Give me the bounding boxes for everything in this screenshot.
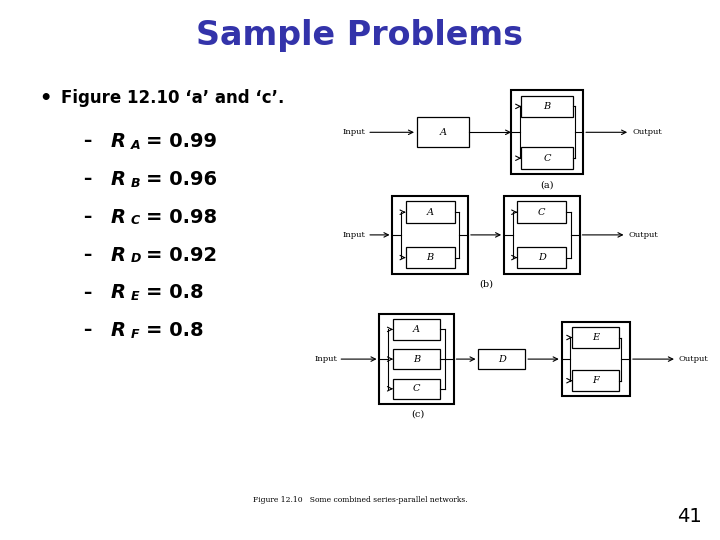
Text: F: F <box>593 376 599 385</box>
Text: –: – <box>83 208 91 226</box>
FancyBboxPatch shape <box>393 379 440 399</box>
Text: C: C <box>544 154 551 163</box>
Text: (a): (a) <box>541 181 554 190</box>
Text: Figure 12.10 ‘a’ and ‘c’.: Figure 12.10 ‘a’ and ‘c’. <box>61 89 284 107</box>
Text: R: R <box>110 284 125 302</box>
FancyBboxPatch shape <box>562 322 630 396</box>
Text: D: D <box>538 253 546 262</box>
Text: E: E <box>131 290 140 303</box>
Text: F: F <box>131 328 140 341</box>
Text: 41: 41 <box>678 508 702 526</box>
Text: = 0.99: = 0.99 <box>146 132 217 151</box>
Text: A: A <box>413 325 420 334</box>
Text: –: – <box>83 284 91 301</box>
FancyBboxPatch shape <box>517 201 566 223</box>
FancyBboxPatch shape <box>521 96 573 117</box>
Text: B: B <box>131 177 140 190</box>
FancyBboxPatch shape <box>511 90 583 174</box>
Text: Output: Output <box>629 231 658 239</box>
Text: C: C <box>538 208 546 217</box>
Text: Input: Input <box>343 129 366 136</box>
Text: A: A <box>427 208 433 217</box>
Text: E: E <box>593 333 599 342</box>
Text: C: C <box>413 384 420 393</box>
FancyBboxPatch shape <box>478 349 526 369</box>
Text: –: – <box>83 321 91 339</box>
Text: = 0.98: = 0.98 <box>146 208 217 227</box>
Text: D: D <box>498 355 505 363</box>
Text: C: C <box>131 214 140 227</box>
Text: R: R <box>110 132 125 151</box>
Text: = 0.8: = 0.8 <box>146 321 204 340</box>
Text: •: • <box>40 89 52 108</box>
FancyBboxPatch shape <box>379 314 454 404</box>
Text: D: D <box>131 252 141 265</box>
Text: (b): (b) <box>479 279 493 288</box>
Text: R: R <box>110 170 125 189</box>
FancyBboxPatch shape <box>393 349 440 369</box>
Text: = 0.96: = 0.96 <box>146 170 217 189</box>
FancyBboxPatch shape <box>572 370 619 391</box>
Text: R: R <box>110 246 125 265</box>
Text: B: B <box>427 253 433 262</box>
Text: –: – <box>83 132 91 150</box>
FancyBboxPatch shape <box>392 196 468 274</box>
Text: = 0.8: = 0.8 <box>146 284 204 302</box>
Text: Output: Output <box>632 129 662 136</box>
Text: Input: Input <box>314 355 337 363</box>
Text: Sample Problems: Sample Problems <box>197 19 523 52</box>
FancyBboxPatch shape <box>517 247 566 268</box>
Text: Figure 12.10   Some combined series-parallel networks.: Figure 12.10 Some combined series-parall… <box>253 496 467 504</box>
Text: R: R <box>110 208 125 227</box>
FancyBboxPatch shape <box>393 319 440 340</box>
FancyBboxPatch shape <box>406 247 455 268</box>
Text: (c): (c) <box>411 410 424 419</box>
Text: –: – <box>83 170 91 188</box>
Text: Output: Output <box>679 355 708 363</box>
FancyBboxPatch shape <box>406 201 455 223</box>
Text: A: A <box>131 139 140 152</box>
FancyBboxPatch shape <box>417 117 469 147</box>
Text: –: – <box>83 246 91 264</box>
Text: B: B <box>413 355 420 363</box>
Text: B: B <box>544 102 551 111</box>
Text: A: A <box>439 128 446 137</box>
FancyBboxPatch shape <box>521 147 573 169</box>
FancyBboxPatch shape <box>572 327 619 348</box>
Text: R: R <box>110 321 125 340</box>
Text: = 0.92: = 0.92 <box>146 246 217 265</box>
FancyBboxPatch shape <box>504 196 580 274</box>
Text: Input: Input <box>343 231 366 239</box>
